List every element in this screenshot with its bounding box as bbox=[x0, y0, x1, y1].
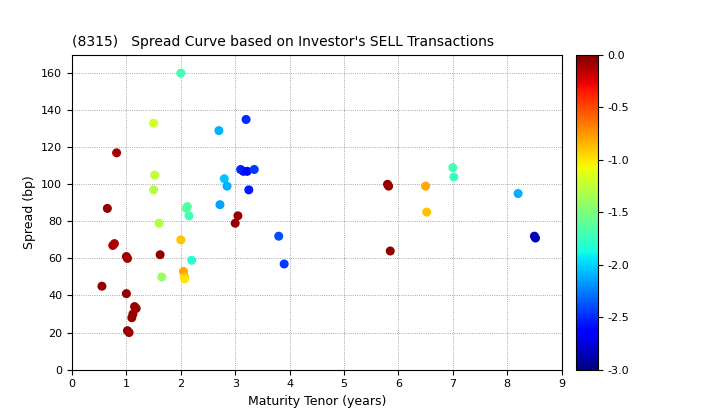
Point bbox=[175, 236, 186, 243]
Point bbox=[121, 253, 132, 260]
Point bbox=[121, 290, 132, 297]
Point bbox=[111, 150, 122, 156]
Point bbox=[241, 168, 253, 175]
Point bbox=[421, 209, 433, 215]
Point bbox=[109, 240, 120, 247]
Point bbox=[248, 166, 260, 173]
Point bbox=[273, 233, 284, 239]
Point bbox=[448, 173, 459, 180]
Y-axis label: Spread (bp): Spread (bp) bbox=[22, 175, 35, 249]
Point bbox=[175, 70, 186, 76]
Point bbox=[420, 183, 431, 189]
Point bbox=[186, 257, 197, 264]
Point bbox=[219, 176, 230, 182]
Point bbox=[126, 314, 138, 321]
Point bbox=[221, 183, 233, 189]
Point bbox=[178, 268, 189, 275]
Point bbox=[447, 164, 459, 171]
Point bbox=[179, 273, 190, 280]
Point bbox=[181, 203, 193, 210]
Point bbox=[279, 261, 290, 268]
Point bbox=[148, 120, 159, 126]
Point bbox=[383, 183, 395, 189]
Point bbox=[213, 127, 225, 134]
Point bbox=[384, 248, 396, 255]
X-axis label: Maturity Tenor (years): Maturity Tenor (years) bbox=[248, 395, 386, 408]
Point bbox=[513, 190, 524, 197]
Point bbox=[148, 186, 159, 193]
Point bbox=[123, 329, 135, 336]
Point bbox=[153, 220, 165, 226]
Point bbox=[130, 305, 142, 312]
Point bbox=[122, 255, 133, 262]
Point bbox=[240, 116, 252, 123]
Point bbox=[156, 273, 168, 280]
Point bbox=[96, 283, 108, 289]
Point bbox=[107, 242, 119, 249]
Point bbox=[382, 181, 393, 188]
Point bbox=[232, 213, 243, 219]
Point bbox=[528, 233, 540, 239]
Point bbox=[181, 205, 192, 212]
Point bbox=[154, 251, 166, 258]
Point bbox=[183, 213, 194, 219]
Point bbox=[530, 235, 541, 242]
Point bbox=[238, 168, 249, 175]
Point bbox=[179, 276, 190, 282]
Point bbox=[102, 205, 113, 212]
Point bbox=[127, 311, 139, 318]
Point bbox=[149, 172, 161, 178]
Point bbox=[243, 186, 255, 193]
Text: (8315)   Spread Curve based on Investor's SELL Transactions: (8315) Spread Curve based on Investor's … bbox=[72, 35, 494, 49]
Point bbox=[122, 327, 133, 334]
Point bbox=[129, 303, 140, 310]
Point bbox=[235, 166, 246, 173]
Point bbox=[230, 220, 241, 226]
Point bbox=[215, 201, 226, 208]
